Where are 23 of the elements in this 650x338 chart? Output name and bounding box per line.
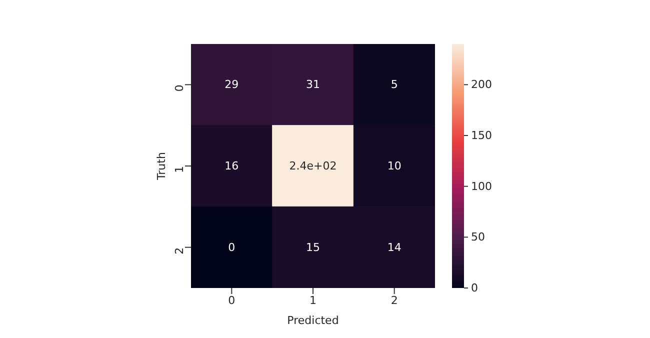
color-bar-label: 0 [471,282,478,294]
data-label: 14 [387,240,402,254]
data-label: 15 [306,240,320,254]
y-tick-label: 1 [172,166,186,173]
y-tick-label: 2 [172,247,186,254]
data-label: 2.4e+02 [289,160,337,172]
y-tick-label: 0 [172,84,186,92]
data-label: 5 [390,78,398,92]
data-label: 16 [224,160,239,172]
color-bar-label: 100 [471,180,492,193]
color-bar-label: 200 [471,78,492,92]
data-label: 31 [306,78,320,92]
color-bar-label: 150 [471,129,492,142]
x-tick-label: 2 [390,294,398,307]
data-label: 0 [228,240,236,254]
data-label: 29 [224,78,239,92]
x-axis-title: Predicted [287,314,339,327]
x-tick-label: 0 [228,294,236,307]
color-bar-label: 50 [471,230,485,244]
y-axis-title: Truth [154,152,168,181]
color-scale: 0 50 100 150 200 [452,42,502,292]
data-label: 10 [387,160,402,172]
x-tick-label: 1 [310,294,316,307]
